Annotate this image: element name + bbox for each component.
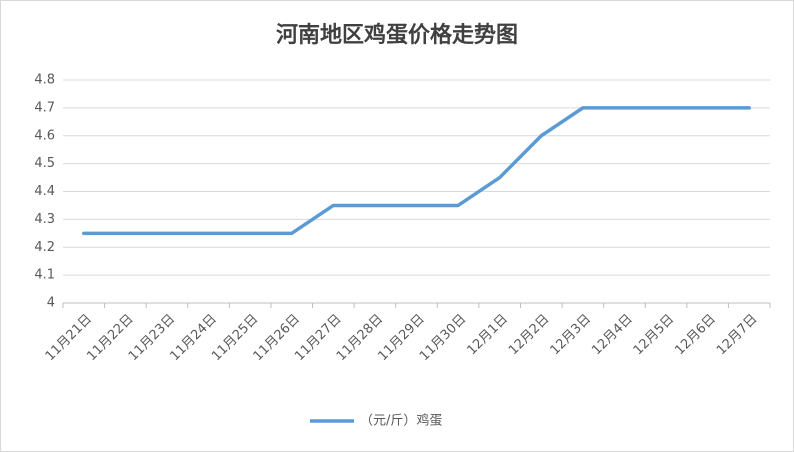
y-tick-label: 4.3 [34,212,55,227]
y-tick-label: 4.1 [34,268,55,283]
y-tick-label: 4.6 [34,128,55,143]
y-tick-label: 4.5 [34,156,55,171]
y-tick-label: 4.8 [34,73,55,88]
chart-title: 河南地区鸡蛋价格走势图 [276,22,518,48]
line [82,106,751,236]
y-tick-label: 4.4 [34,184,55,199]
y-tick-label: 4 [47,296,55,311]
y-tick-label: 4.7 [34,100,55,115]
legend-label: （元/斤）鸡蛋 [360,413,442,429]
y-tick-label: 4.2 [34,240,55,255]
